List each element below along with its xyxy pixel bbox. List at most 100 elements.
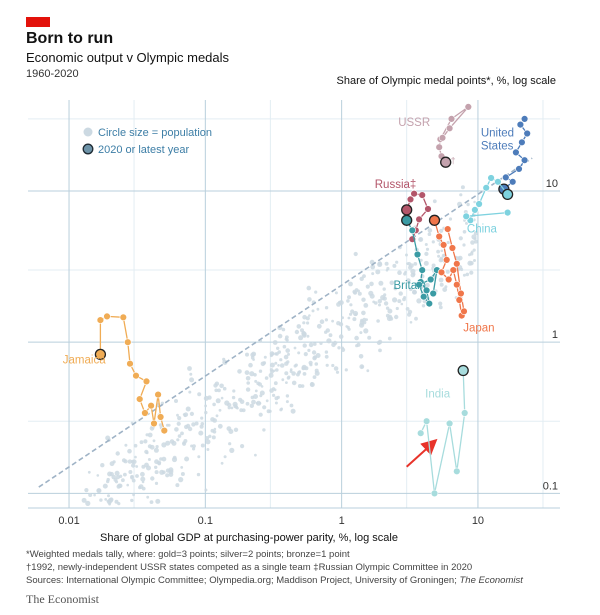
russia-latest-point <box>401 204 413 216</box>
background-country-dot <box>271 352 275 356</box>
background-country-dot <box>254 453 257 457</box>
background-country-dot <box>149 444 155 450</box>
britain-point <box>425 299 433 308</box>
background-country-dot <box>440 249 444 253</box>
japan-point <box>448 244 457 252</box>
background-country-dot <box>259 390 265 396</box>
background-country-dot <box>341 347 346 352</box>
background-country-dot <box>378 348 382 353</box>
background-country-dot <box>183 412 189 417</box>
background-country-dot <box>255 401 259 405</box>
brand-red-bar <box>26 17 50 27</box>
china-point <box>482 184 490 192</box>
x-tick-label: 0.01 <box>58 515 79 527</box>
background-country-dot <box>293 346 297 350</box>
russia-point <box>410 190 418 198</box>
background-country-dot <box>382 296 387 301</box>
legend-latest-swatch <box>82 143 94 155</box>
background-country-dot <box>363 303 369 308</box>
background-country-dot <box>416 298 422 304</box>
background-country-dot <box>228 429 234 434</box>
background-country-dot <box>375 269 381 275</box>
britain-label: Britain <box>393 280 426 292</box>
background-country-dot <box>349 303 353 307</box>
legend-population-label: Circle size = population <box>98 127 212 139</box>
russia-point <box>424 205 432 213</box>
background-country-dot <box>175 483 180 488</box>
background-country-dot <box>150 476 155 481</box>
background-country-dot <box>458 236 463 241</box>
background-country-dot <box>135 474 139 478</box>
background-country-dot <box>220 396 224 400</box>
sources: Sources: International Olympic Committee… <box>26 575 523 586</box>
background-country-dot <box>302 334 307 338</box>
x-tick-label: 0.1 <box>198 515 213 527</box>
background-country-dot <box>250 352 255 358</box>
background-country-dot <box>439 228 444 233</box>
background-country-dot <box>268 409 272 413</box>
x-tick-label: 10 <box>472 515 484 527</box>
india-label: India <box>425 389 451 401</box>
britain-point <box>413 250 422 259</box>
india-point <box>461 409 469 417</box>
background-country-dot <box>123 459 128 464</box>
background-country-dot <box>446 240 450 245</box>
background-country-dot <box>326 338 332 344</box>
background-country-dot <box>88 493 93 497</box>
background-country-dot <box>316 323 322 329</box>
japan-point <box>453 281 461 289</box>
background-country-dot <box>283 354 289 360</box>
background-country-dot <box>215 398 221 404</box>
ussr-point <box>435 143 443 151</box>
background-country-dot <box>307 348 311 352</box>
background-country-dot <box>147 458 151 461</box>
background-country-dot <box>408 287 413 292</box>
background-country-dot <box>460 267 464 272</box>
jamaica-point <box>154 390 162 399</box>
china-point <box>487 174 495 182</box>
background-country-dot <box>324 306 329 310</box>
background-country-dot <box>210 417 215 422</box>
britain-latest-point <box>401 214 413 226</box>
background-country-dot <box>286 360 290 364</box>
background-country-dot <box>284 371 289 376</box>
background-country-dot <box>178 477 184 483</box>
background-country-dot <box>185 406 191 412</box>
china-point <box>494 178 502 186</box>
india-point <box>430 489 439 498</box>
y-tick-label: 0.1 <box>543 480 558 492</box>
background-country-dot <box>308 342 314 348</box>
britain-point <box>422 286 431 295</box>
background-country-dot <box>376 319 380 323</box>
background-country-dot <box>268 372 274 378</box>
background-country-dot <box>130 421 134 425</box>
background-country-dot <box>200 443 205 448</box>
background-country-dot <box>126 483 129 487</box>
background-country-dot <box>240 444 245 449</box>
china-point <box>503 208 512 217</box>
background-country-dot <box>275 368 279 372</box>
background-country-dot <box>285 348 291 353</box>
background-country-dot <box>302 321 306 325</box>
legend-latest-label: 2020 or latest year <box>98 144 189 156</box>
background-country-dot <box>171 440 177 446</box>
background-country-dot <box>132 459 137 465</box>
background-country-dot <box>133 443 138 448</box>
jamaica-point <box>126 360 134 368</box>
background-country-dot <box>215 414 219 418</box>
britain-point <box>429 289 437 298</box>
background-country-dot <box>438 277 444 283</box>
background-country-dot <box>152 439 156 443</box>
background-country-dot <box>102 483 108 489</box>
background-country-dot <box>306 334 310 338</box>
background-country-dot <box>431 240 435 244</box>
background-country-dot <box>272 369 276 373</box>
background-country-dot <box>253 394 258 399</box>
background-country-dot <box>354 335 359 341</box>
background-country-dot <box>262 361 267 365</box>
united-states-point <box>509 178 517 186</box>
background-country-dot <box>245 401 250 406</box>
background-country-dot <box>462 230 467 234</box>
background-country-dot <box>176 421 181 426</box>
background-country-dot <box>134 455 137 459</box>
